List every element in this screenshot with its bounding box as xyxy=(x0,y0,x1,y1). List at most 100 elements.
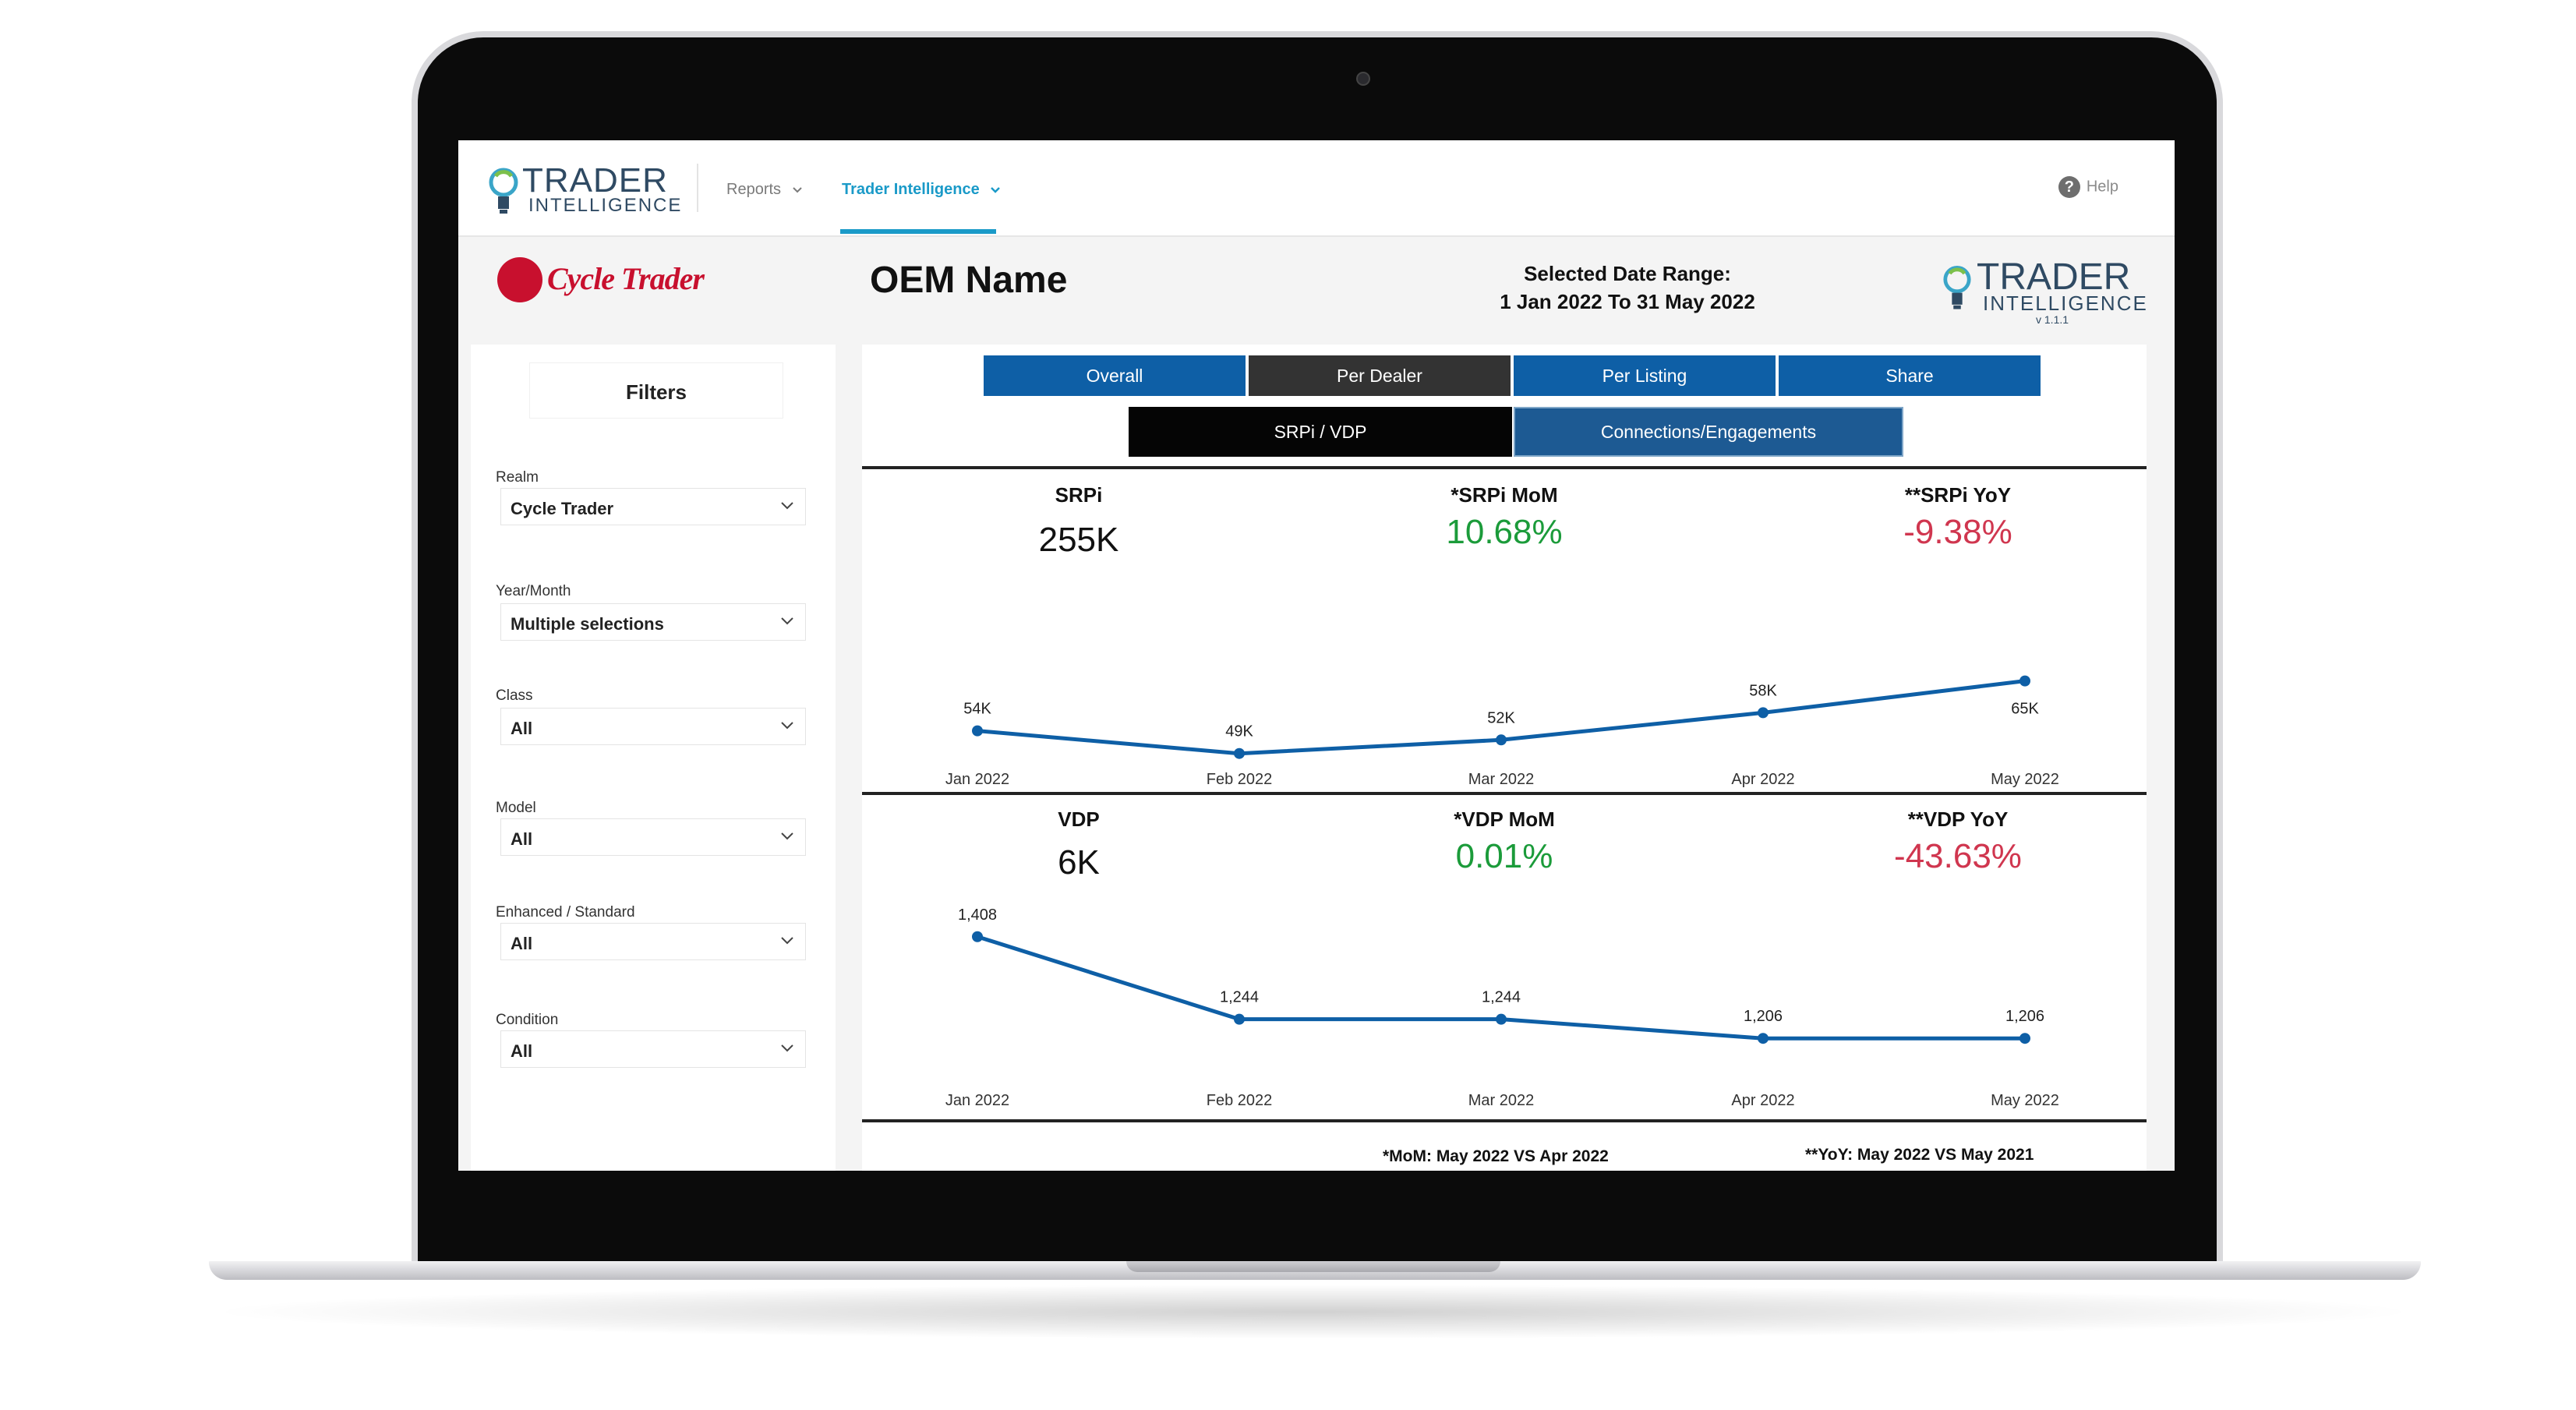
nav-trader-intelligence[interactable]: Trader Intelligence xyxy=(842,181,1001,199)
data-label: 1,244 xyxy=(1482,989,1521,1006)
tab-connections-engagements[interactable]: Connections/Engagements xyxy=(1514,407,1903,457)
year-month-dropdown[interactable]: Multiple selections xyxy=(500,603,806,641)
x-tick-label: Mar 2022 xyxy=(1468,771,1535,788)
kpi-vdp-mom-value: 0.01% xyxy=(1455,837,1553,875)
data-label: 65K xyxy=(2011,701,2039,718)
tab-per-listing[interactable]: Per Listing xyxy=(1514,355,1776,396)
data-point[interactable] xyxy=(2019,675,2030,687)
kpi-srpi-title: SRPi xyxy=(1055,483,1103,507)
tab-per-dealer[interactable]: Per Dealer xyxy=(1249,355,1511,396)
class-dropdown-value: All xyxy=(511,719,533,738)
laptop-shadow xyxy=(203,1285,2424,1339)
kpi-srpi-value: 255K xyxy=(1038,521,1119,559)
tab-overall[interactable]: Overall xyxy=(984,355,1246,396)
model-dropdown-value: All xyxy=(511,829,533,849)
data-point[interactable] xyxy=(1758,707,1769,719)
srpi-line-chart: 54K Jan 2022 49K Feb 2022 52K Mar 2022 58K Apr … xyxy=(945,675,2059,788)
help-label: Help xyxy=(2086,178,2118,196)
class-dropdown[interactable]: All xyxy=(500,708,806,745)
footnote-yoy: **YoY: May 2022 VS May 2021 xyxy=(1805,1146,2034,1164)
nav-reports-label: Reports xyxy=(726,181,782,198)
chevron-down-icon xyxy=(991,187,1001,193)
help-link[interactable]: ? Help xyxy=(2058,176,2118,198)
section-divider xyxy=(862,1119,2147,1122)
chevron-down-icon xyxy=(781,1044,793,1052)
data-label: 1,244 xyxy=(1220,989,1259,1006)
filters-title-box: Filters xyxy=(530,363,783,418)
cycle-wheel-icon xyxy=(497,257,542,302)
cycle-trader-logo-text: Cycle Trader xyxy=(547,261,705,296)
page-title: OEM Name xyxy=(870,260,1068,301)
kpi-vdp-value: 6K xyxy=(1058,843,1100,882)
kpi-srpi-mom-title: *SRPi MoM xyxy=(1451,483,1558,507)
data-label: 49K xyxy=(1225,723,1253,740)
x-tick-label: Apr 2022 xyxy=(1731,1092,1794,1109)
kpi-vdp-yoy-value: -43.63% xyxy=(1894,837,2022,875)
kpi-vdp-mom-title: *VDP MoM xyxy=(1454,807,1555,831)
data-point[interactable] xyxy=(1234,747,1245,759)
realm-dropdown-value: Cycle Trader xyxy=(511,499,614,518)
condition-dropdown[interactable]: All xyxy=(500,1030,806,1068)
filter-label-model: Model xyxy=(496,800,536,816)
active-nav-underline xyxy=(840,229,996,234)
nav-reports[interactable]: Reports xyxy=(726,181,803,199)
data-label: 52K xyxy=(1487,709,1515,726)
data-point[interactable] xyxy=(2019,1033,2030,1044)
data-point[interactable] xyxy=(1234,1013,1245,1025)
data-point[interactable] xyxy=(1758,1033,1769,1044)
data-point[interactable] xyxy=(1496,734,1507,746)
data-label: 1,206 xyxy=(2005,1008,2044,1025)
kpi-srpi-mom-value: 10.68% xyxy=(1446,513,1563,551)
chevron-down-icon xyxy=(781,832,793,840)
question-icon: ? xyxy=(2058,176,2080,198)
kpi-srpi-yoy-title: **SRPi YoY xyxy=(1904,483,2012,507)
x-tick-label: Mar 2022 xyxy=(1468,1092,1535,1109)
year-month-dropdown-value: Multiple selections xyxy=(511,614,664,634)
top-nav-bar: TRADER INTELLIGENCE Reports Trader Intel… xyxy=(458,140,2175,237)
kpi-vdp-title: VDP xyxy=(1058,807,1100,831)
filter-label-condition: Condition xyxy=(496,1012,559,1028)
footnote-mom: *MoM: May 2022 VS Apr 2022 xyxy=(1383,1147,1609,1165)
filter-label-class: Class xyxy=(496,687,533,704)
trader-intelligence-logo[interactable]: TRADER INTELLIGENCE xyxy=(488,164,680,218)
chevron-down-icon xyxy=(781,722,793,730)
filter-label-enhanced-standard: Enhanced / Standard xyxy=(496,904,635,921)
enhanced-standard-dropdown[interactable]: All xyxy=(500,923,806,960)
data-label: 1,408 xyxy=(958,906,997,924)
data-label: 1,206 xyxy=(1744,1008,1783,1025)
model-dropdown[interactable]: All xyxy=(500,818,806,856)
data-point[interactable] xyxy=(1496,1013,1507,1025)
x-tick-label: Jan 2022 xyxy=(945,771,1009,788)
cycle-trader-logo: Cycle Trader xyxy=(497,254,747,306)
nav-separator xyxy=(697,164,698,212)
kpi-vdp-yoy-title: **VDP YoY xyxy=(1907,807,2009,831)
data-point[interactable] xyxy=(972,725,983,737)
tab-share[interactable]: Share xyxy=(1779,355,2041,396)
trader-intelligence-logo-large: TRADER INTELLIGENCE v 1.1.1 xyxy=(1942,256,2148,326)
logo-text-top: TRADER xyxy=(1977,256,2131,298)
realm-dropdown[interactable]: Cycle Trader xyxy=(500,488,806,525)
laptop-hinge-notch xyxy=(1126,1261,1500,1272)
version-label: v 1.1.1 xyxy=(2036,313,2069,326)
data-point[interactable] xyxy=(972,931,983,942)
data-label: 58K xyxy=(1749,682,1777,699)
enhanced-standard-dropdown-value: All xyxy=(511,934,533,953)
logo-text-bottom: INTELLIGENCE xyxy=(528,195,683,216)
x-tick-label: Jan 2022 xyxy=(945,1092,1009,1109)
filter-label-realm: Realm xyxy=(496,469,539,486)
filters-title: Filters xyxy=(625,380,687,404)
x-tick-label: Feb 2022 xyxy=(1207,771,1273,788)
main-panel: Overall Per Dealer Per Listing Share SRP… xyxy=(862,345,2147,1171)
dashboard-screen: TRADER INTELLIGENCE Reports Trader Intel… xyxy=(458,140,2175,1171)
nav-trader-intelligence-label: Trader Intelligence xyxy=(842,181,980,198)
section-divider xyxy=(862,466,2147,469)
logo-text-bottom: INTELLIGENCE xyxy=(1983,292,2148,315)
x-tick-label: May 2022 xyxy=(1991,1092,2059,1109)
filters-panel: Filters Realm Cycle Trader Year/Month Mu… xyxy=(471,345,836,1171)
x-tick-label: Feb 2022 xyxy=(1207,1092,1273,1109)
tab-srpi-vdp[interactable]: SRPi / VDP xyxy=(1129,407,1512,457)
vdp-line-chart: 1,408 Jan 2022 1,244 Feb 2022 1,244 Mar 2022 1… xyxy=(945,906,2059,1109)
x-tick-label: May 2022 xyxy=(1991,771,2059,788)
section-divider xyxy=(862,792,2147,795)
filter-label-year-month: Year/Month xyxy=(496,583,571,599)
